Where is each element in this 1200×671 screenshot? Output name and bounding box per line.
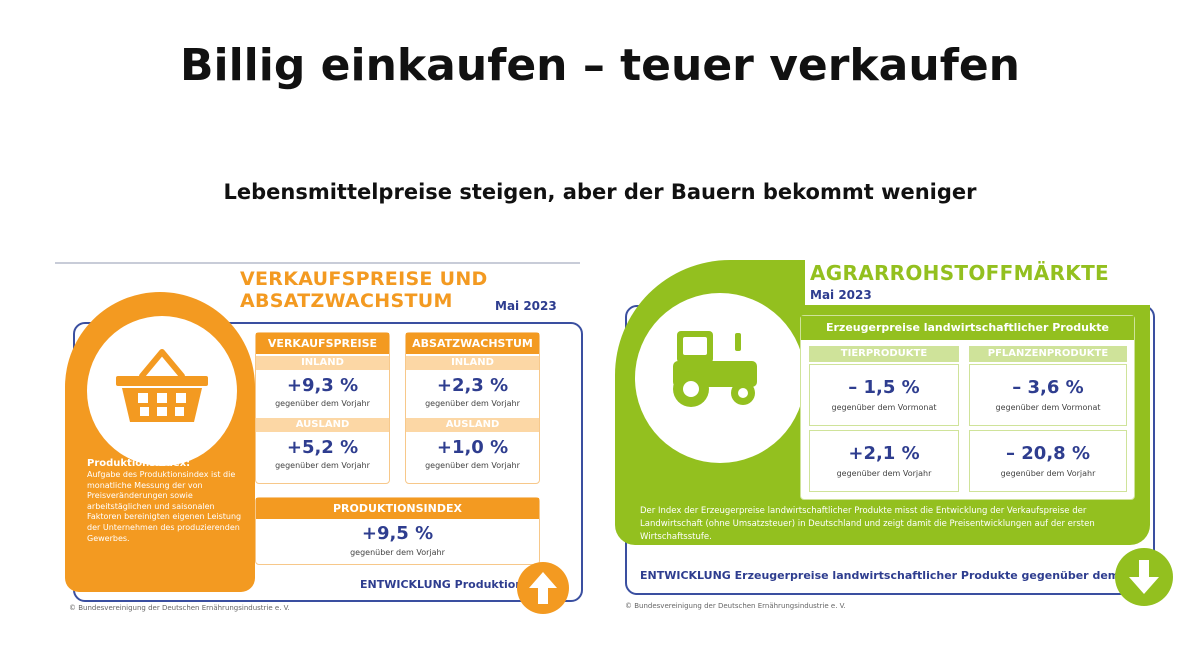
verkaufspreise-inland-value: +9,3 % <box>286 375 359 396</box>
right-infographic: AGRARROHSTOFFMÄRKTE Mai 2023 Erzeugerpre… <box>615 255 1175 625</box>
erzeugerpreise-table: Erzeugerpreise landwirtschaftlicher Prod… <box>800 315 1135 500</box>
left-infographic: Produktionsindex: Aufgabe des Produktion… <box>55 262 585 622</box>
tierprodukte-vormonat-cell: – 1,5 % gegenüber dem Vormonat <box>809 364 959 426</box>
tierprodukte-vormonat-value: – 1,5 % <box>848 377 920 398</box>
produktionsindex-title: Produktionsindex: <box>87 458 191 469</box>
pflanzenprodukte-header: PFLANZENPRODUKTE <box>969 346 1127 362</box>
entwicklung-erzeugerpreise-label: ENTWICKLUNG Erzeugerpreise landwirtschaf… <box>640 569 1173 582</box>
left-date: Mai 2023 <box>495 299 557 313</box>
heading-background <box>805 255 1150 305</box>
tierprodukte-header: TIERPRODUKTE <box>809 346 959 362</box>
absatzwachstum-ausland-caption: gegenüber dem Vorjahr <box>425 461 520 470</box>
verkaufspreise-ausland-value: +5,2 % <box>286 437 359 458</box>
verkaufspreise-inland-caption: gegenüber dem Vorjahr <box>275 399 370 408</box>
entwicklung-produktion-label: ENTWICKLUNG Produktion: <box>360 578 528 591</box>
pflanzenprodukte-vormonat-caption: gegenüber dem Vormonat <box>995 403 1101 412</box>
produktionsindex-caption: gegenüber dem Vorjahr <box>350 548 445 557</box>
produktionsindex-header: PRODUKTIONSINDEX <box>256 498 539 519</box>
pflanzenprodukte-vorjahr-value: – 20,8 % <box>1006 443 1090 464</box>
left-copyright: © Bundesvereinigung der Deutschen Ernähr… <box>69 604 290 612</box>
tierprodukte-vorjahr-value: +2,1 % <box>848 443 920 464</box>
tierprodukte-vorjahr-caption: gegenüber dem Vorjahr <box>836 469 932 478</box>
shopping-basket-icon <box>116 349 208 422</box>
left-heading: VERKAUFSPREISE UND ABSATZWACHSTUM <box>240 268 488 312</box>
produktionsindex-box: PRODUKTIONSINDEX +9,5 % gegenüber dem Vo… <box>255 497 540 565</box>
pflanzenprodukte-vorjahr-cell: – 20,8 % gegenüber dem Vorjahr <box>969 430 1127 492</box>
produktionsindex-text: Aufgabe des Produktionsindex ist die mon… <box>87 470 242 543</box>
right-date: Mai 2023 <box>810 288 872 302</box>
absatzwachstum-box: ABSATZWACHSTUM INLAND +2,3 % gegenüber d… <box>405 332 540 484</box>
divider <box>55 262 580 264</box>
arrow-down-icon <box>1115 548 1173 606</box>
verkaufspreise-ausland-label: AUSLAND <box>256 418 389 432</box>
absatzwachstum-inland-caption: gegenüber dem Vorjahr <box>425 399 520 408</box>
right-copyright: © Bundesvereinigung der Deutschen Ernähr… <box>625 602 846 610</box>
left-heading-line1: VERKAUFSPREISE UND <box>240 268 488 290</box>
absatzwachstum-inland-label: INLAND <box>406 356 539 370</box>
absatzwachstum-ausland-label: AUSLAND <box>406 418 539 432</box>
arrow-up-icon <box>517 562 569 614</box>
pflanzenprodukte-vormonat-value: – 3,6 % <box>1012 377 1084 398</box>
erzeugerpreise-title: Erzeugerpreise landwirtschaftlicher Prod… <box>801 316 1134 340</box>
erzeugerpreise-description: Der Index der Erzeugerpreise landwirtsch… <box>640 506 1095 542</box>
verkaufspreise-ausland-caption: gegenüber dem Vorjahr <box>275 461 370 470</box>
left-heading-line2: ABSATZWACHSTUM <box>240 290 453 312</box>
slide-subtitle: Lebensmittelpreise steigen, aber der Bau… <box>223 180 977 204</box>
produktionsindex-value: +9,5 % <box>361 523 434 544</box>
verkaufspreise-inland-label: INLAND <box>256 356 389 370</box>
verkaufspreise-header: VERKAUFSPREISE <box>256 333 389 354</box>
right-heading: AGRARROHSTOFFMÄRKTE <box>810 261 1109 285</box>
tractor-icon <box>673 331 757 407</box>
pflanzenprodukte-vormonat-cell: – 3,6 % gegenüber dem Vormonat <box>969 364 1127 426</box>
verkaufspreise-box: VERKAUFSPREISE INLAND +9,3 % gegenüber d… <box>255 332 390 484</box>
slide-title: Billig einkaufen – teuer verkaufen <box>179 40 1021 91</box>
absatzwachstum-ausland-value: +1,0 % <box>436 437 509 458</box>
tierprodukte-vorjahr-cell: +2,1 % gegenüber dem Vorjahr <box>809 430 959 492</box>
absatzwachstum-header: ABSATZWACHSTUM <box>406 333 539 354</box>
absatzwachstum-inland-value: +2,3 % <box>436 375 509 396</box>
pflanzenprodukte-vorjahr-caption: gegenüber dem Vorjahr <box>1000 469 1096 478</box>
tierprodukte-vormonat-caption: gegenüber dem Vormonat <box>831 403 937 412</box>
